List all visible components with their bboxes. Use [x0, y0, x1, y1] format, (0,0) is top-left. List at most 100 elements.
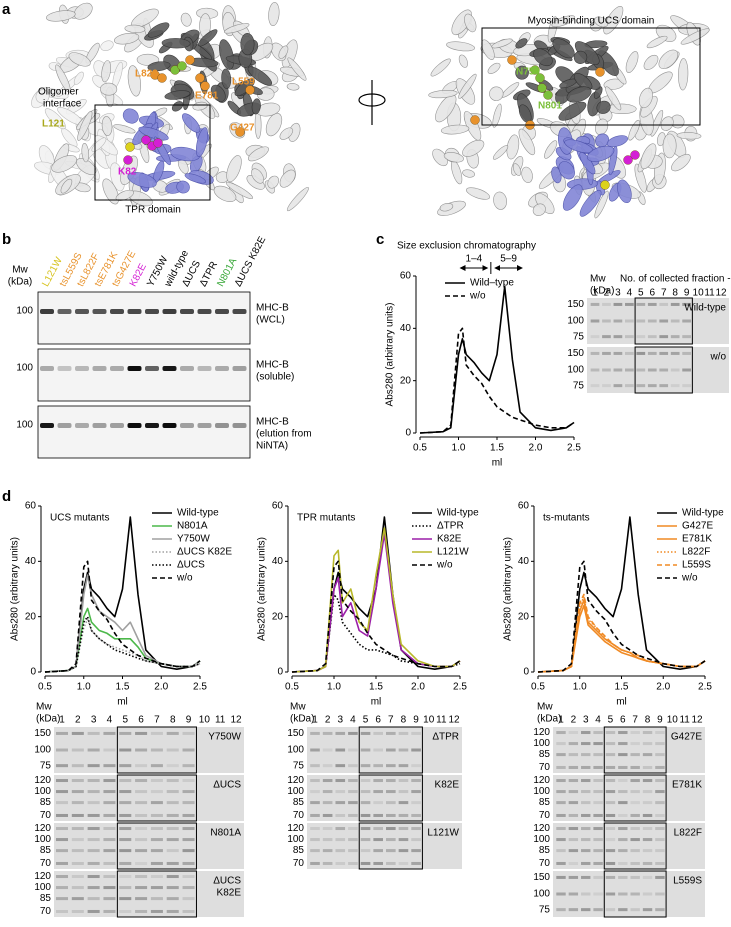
- band: [398, 790, 409, 794]
- band: [322, 813, 333, 817]
- helix: [493, 191, 507, 210]
- band: [581, 801, 591, 805]
- band: [360, 748, 371, 752]
- band: [411, 790, 421, 794]
- gel: [54, 727, 244, 773]
- lane-number: 1: [558, 715, 564, 726]
- helix: [428, 89, 458, 99]
- band: [682, 384, 691, 388]
- band: [642, 827, 653, 831]
- band: [110, 366, 124, 371]
- band: [166, 731, 179, 735]
- band: [103, 861, 116, 865]
- band: [655, 838, 665, 842]
- band: [182, 764, 195, 768]
- mw-marker: 85: [293, 845, 305, 856]
- band: [630, 753, 640, 757]
- lane-number: 9: [413, 715, 419, 726]
- band: [166, 875, 179, 879]
- band: [197, 423, 212, 428]
- helix: [625, 51, 639, 73]
- helix: [147, 22, 170, 38]
- band: [647, 384, 657, 388]
- lane-number: 12: [230, 715, 242, 726]
- gel-name: w/o: [709, 352, 726, 363]
- helix: [562, 184, 583, 211]
- x-tick-label: 0.5: [413, 443, 427, 454]
- annotation: 1–4: [466, 254, 483, 265]
- gel-name: ΔUCS: [213, 876, 241, 887]
- band: [642, 838, 653, 842]
- band: [55, 790, 69, 794]
- band: [618, 765, 628, 769]
- lane-number: 11: [679, 715, 690, 726]
- band: [310, 779, 320, 783]
- band: [127, 366, 142, 371]
- band: [166, 861, 179, 865]
- series-line: [537, 599, 706, 673]
- blot-label: (WCL): [256, 315, 285, 326]
- band: [630, 892, 640, 896]
- band: [593, 827, 603, 831]
- helix: [210, 84, 226, 102]
- band: [602, 351, 611, 355]
- box-label: Myosin-binding UCS domain: [528, 16, 655, 27]
- helix: [662, 133, 677, 159]
- band: [135, 748, 148, 752]
- band: [166, 838, 179, 842]
- band: [593, 731, 603, 735]
- band: [556, 753, 566, 757]
- residue-sphere: [535, 73, 545, 83]
- blot: [37, 291, 251, 345]
- band: [659, 319, 669, 323]
- band: [348, 827, 358, 831]
- band: [166, 748, 179, 752]
- band: [360, 861, 371, 865]
- helix: [248, 146, 269, 162]
- helix: [267, 175, 279, 189]
- band: [642, 875, 653, 879]
- band: [145, 423, 159, 428]
- residue-sphere: [507, 55, 517, 65]
- band: [150, 813, 163, 817]
- mw-marker: 150: [567, 348, 584, 359]
- band: [310, 731, 320, 735]
- band: [182, 827, 195, 831]
- band: [232, 423, 247, 428]
- band: [593, 861, 603, 865]
- band: [310, 813, 320, 817]
- series-line: [419, 327, 575, 434]
- band: [322, 779, 333, 783]
- helix: [617, 179, 632, 204]
- band: [55, 909, 69, 913]
- band: [636, 368, 646, 372]
- band: [162, 423, 177, 428]
- lane-number: 2: [571, 715, 577, 726]
- band: [642, 753, 653, 757]
- band: [182, 790, 195, 794]
- gel: [553, 823, 705, 869]
- gel: [54, 871, 244, 917]
- fraction-box: [116, 870, 197, 918]
- band: [55, 827, 69, 831]
- band: [642, 908, 653, 912]
- residue-sphere: [185, 55, 195, 65]
- band: [92, 366, 107, 371]
- band: [55, 801, 69, 805]
- band: [166, 801, 179, 805]
- band: [150, 849, 163, 853]
- gel-name: E781K: [672, 780, 702, 791]
- y-axis-label: Abs280 (arbitrary units): [10, 537, 21, 641]
- blot-label: MHC-B: [256, 417, 289, 428]
- band: [602, 384, 611, 388]
- band: [87, 897, 100, 901]
- band: [135, 790, 148, 794]
- helix: [558, 101, 587, 121]
- band: [605, 892, 616, 896]
- band: [568, 765, 579, 769]
- helix: [680, 28, 710, 45]
- x-axis-label: ml: [371, 697, 382, 708]
- band: [556, 790, 566, 794]
- band: [682, 368, 691, 372]
- band: [87, 849, 100, 853]
